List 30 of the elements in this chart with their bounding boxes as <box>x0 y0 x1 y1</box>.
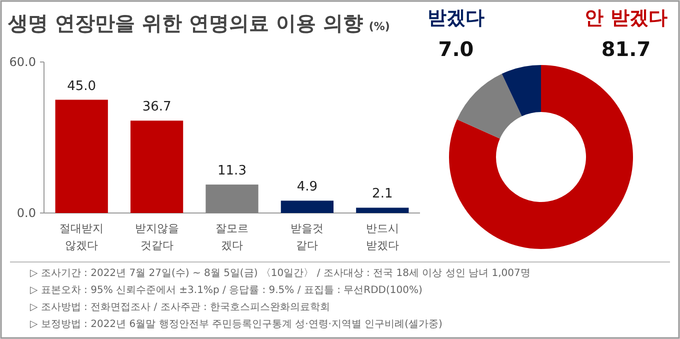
donut-slice <box>449 65 633 249</box>
data-label: 36.7 <box>142 100 172 115</box>
data-label: 11.3 <box>218 164 246 179</box>
y-tick-label: 60.0 <box>9 55 36 70</box>
x-tick-label: 반드시 받겠다 <box>366 222 399 252</box>
slice-label: 안 받겠다 <box>584 7 668 29</box>
donut-slice <box>457 74 522 139</box>
data-label: 81.7 <box>601 37 651 61</box>
data-label: 7.0 <box>438 37 474 61</box>
x-tick-label: 받을것 같다 <box>290 222 324 252</box>
chart-title: 생명 연장만을 위한 연명의료 이용 의향 <box>8 11 363 35</box>
x-tick-label: 잘모르 겠다 <box>216 222 248 252</box>
data-label: 45.0 <box>67 78 96 94</box>
bar <box>130 120 184 213</box>
text: ▷ 보정방법 : 2022년 6월말 행정안전부 주민등록인구통계 성·연령·지역별 인구비례(셀가중) <box>30 319 443 330</box>
bar <box>55 100 108 213</box>
donut-slice <box>502 65 541 116</box>
text: ▷ 조사기간 : 2022년 7월 27일(수) ~ 8월 5일(금) 〈10일간〉 / 조사대상 : 전국 18세 이상 성인 남녀 1,007명 <box>30 268 530 279</box>
x-tick-label: 받지않을 것같다 <box>134 222 179 252</box>
data-label: 4.9 <box>296 180 318 195</box>
y-tick-label: 0.0 <box>16 206 36 220</box>
x-tick-label: 절대받지 않겠다 <box>60 222 104 252</box>
bar <box>356 208 409 213</box>
data-label: 2.1 <box>372 186 393 202</box>
y-axis-title: (%) <box>368 20 390 33</box>
text: ▷ 표본오차 : 95% 신뢰수준에서 ±3.1%p / 응답률 : 9.5% / 표집틀 : 무선RDD(100%) <box>30 285 422 296</box>
slice-label: 받겠다 <box>428 7 484 29</box>
text: ▷ 조사방법 : 전화면접조사 / 조사주관 : 한국호스피스완화의료학회 <box>30 302 330 313</box>
bar <box>206 184 258 213</box>
bar <box>280 200 334 213</box>
